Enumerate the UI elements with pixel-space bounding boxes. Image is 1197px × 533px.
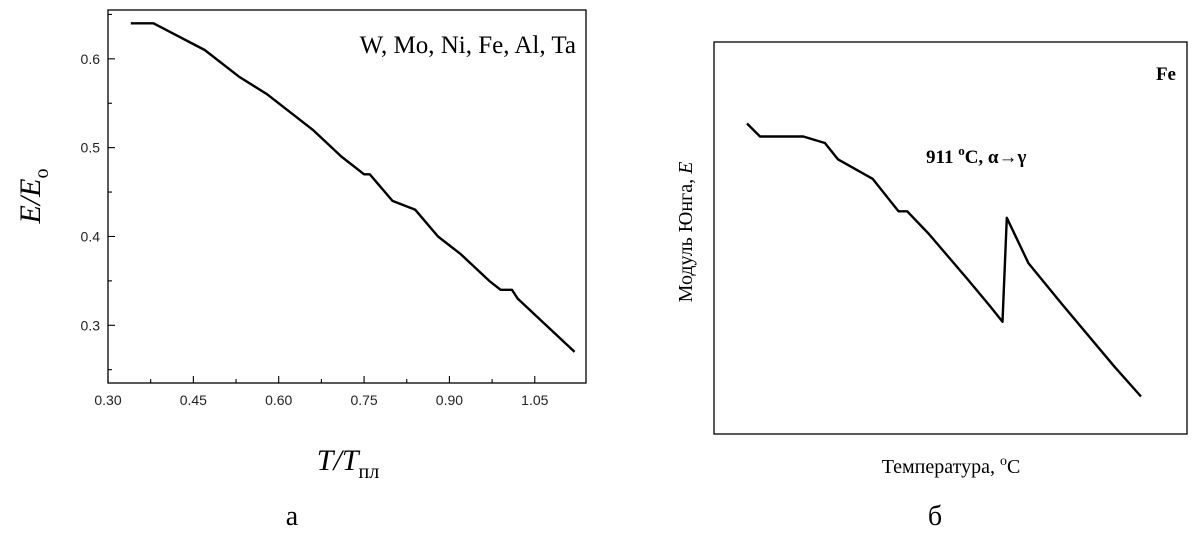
chart-b-annotation: Fe (1156, 64, 1176, 85)
chart-b-line (746, 122, 1142, 398)
chart-b-series (746, 122, 1142, 398)
chart-a-xlabel-main: T/T (317, 444, 361, 477)
chart-a-ylabel-main: E/E (14, 179, 47, 225)
chart-a-xlabel-subscript: пл (359, 461, 380, 483)
chart-a-plot-area (107, 9, 587, 384)
chart-a-xtick-label: 0.60 (265, 392, 292, 408)
chart-a-ytick-label: 0.3 (81, 317, 101, 333)
chart-a-xtick-label: 0.90 (436, 392, 463, 408)
chart-b-plot-area (713, 41, 1188, 435)
chart-b-ylabel-main: Модуль Юнга, (675, 174, 697, 302)
chart-a-xlabel: T/Tпл (317, 444, 379, 483)
chart-b-panel-label: б (928, 501, 942, 532)
chart-b-ylabel: Модуль Юнга, E (675, 162, 697, 303)
chart-a-series (130, 22, 576, 353)
chart-a-xtick-label: 0.45 (180, 392, 207, 408)
chart-a-ylabel-subscript: о (31, 169, 53, 179)
chart-a-xtick-label: 0.30 (94, 392, 121, 408)
chart-a-ytick-label: 0.6 (81, 51, 101, 67)
chart-a-ytick-label: 0.5 (81, 140, 101, 156)
chart-a-ylabel: E/Eо (14, 169, 53, 225)
chart-b-peak-annotation: 911 oC, α→γ (926, 143, 1027, 168)
chart-b-ylabel-italic: E (675, 162, 697, 175)
chart-a-annotation: W, Mo, Ni, Fe, Al, Ta (360, 32, 576, 59)
chart-b-xlabel: Температура, oC (882, 454, 1021, 478)
chart-a-ytick-label: 0.4 (81, 228, 101, 244)
chart-b: Fe 911 oC, α→γ Температура, oC Модуль Юн… (675, 41, 1188, 532)
chart-a: 0.30 0.45 0.60 0.75 0.90 1.05 0.3 0.4 0.5 0.6 W, … (14, 9, 587, 532)
chart-b-peak-unit: C, α→γ (965, 147, 1027, 168)
chart-b-peak-value: 911 (926, 147, 958, 168)
chart-a-xtick-label: 1.05 (521, 392, 548, 408)
chart-b-xlabel-unit: C (1007, 456, 1020, 478)
chart-a-xtick-label: 0.75 (350, 392, 377, 408)
chart-a-panel-label: а (286, 501, 299, 532)
chart-a-line (130, 22, 576, 353)
chart-b-xlabel-sup: o (1000, 454, 1007, 469)
chart-b-peak-sup: o (958, 143, 965, 158)
chart-b-xlabel-main: Температура, (882, 456, 1000, 478)
chart-a-ticks: 0.30 0.45 0.60 0.75 0.90 1.05 0.3 0.4 0.5 0.6 (81, 13, 549, 408)
